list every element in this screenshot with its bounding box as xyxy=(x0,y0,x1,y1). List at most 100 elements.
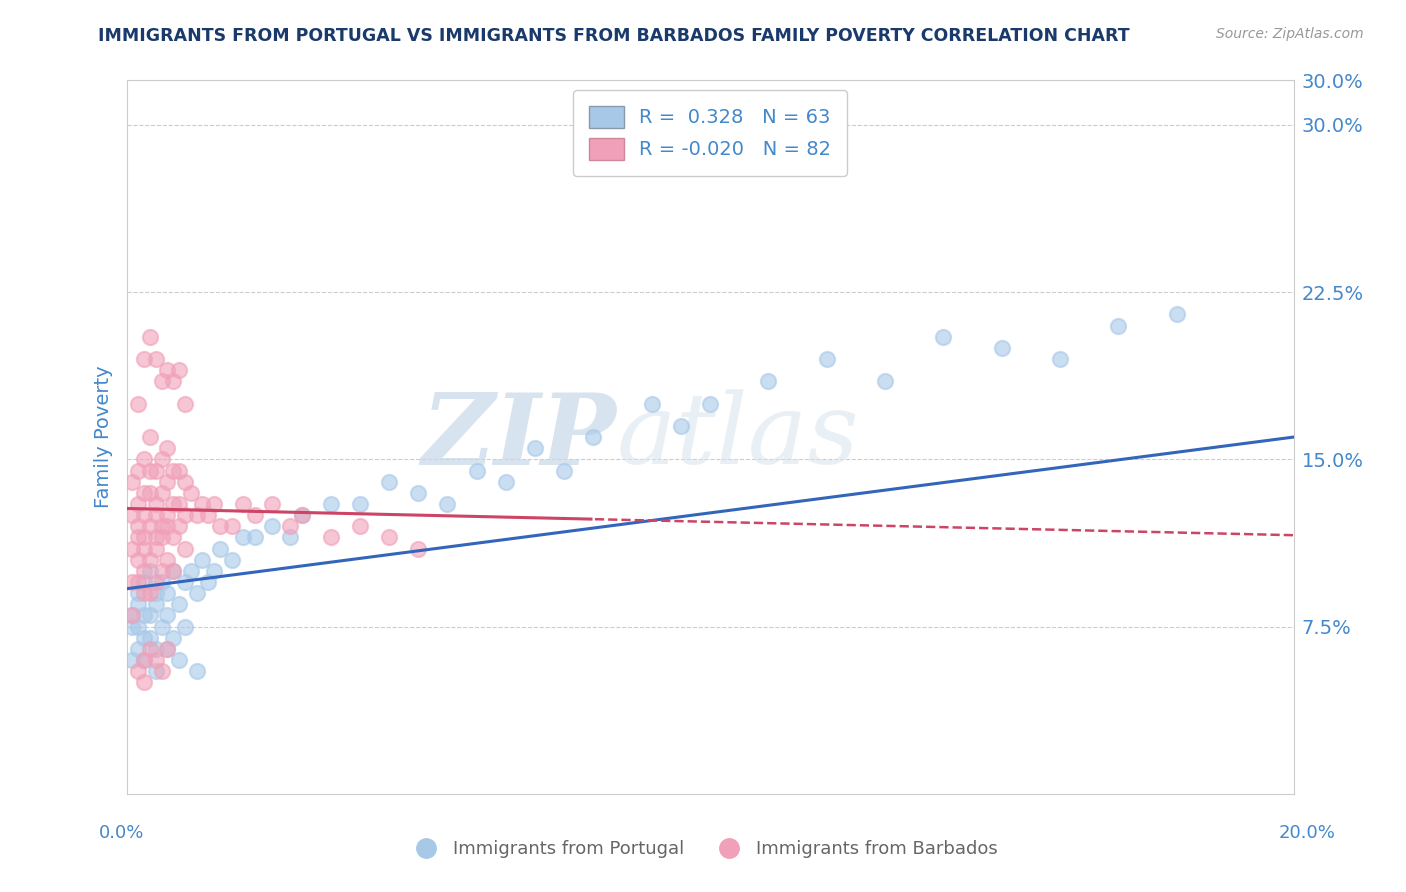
Point xyxy=(221,519,243,533)
Text: 20.0%: 20.0% xyxy=(1279,824,1336,842)
Legend: Immigrants from Portugal, Immigrants from Barbados: Immigrants from Portugal, Immigrants fro… xyxy=(401,833,1005,865)
Point xyxy=(150,619,173,633)
Point xyxy=(156,442,179,455)
Point xyxy=(145,586,167,600)
Point xyxy=(232,530,254,544)
Point xyxy=(156,475,179,489)
Point xyxy=(156,586,179,600)
Point xyxy=(162,464,184,478)
Point xyxy=(640,396,664,410)
Point xyxy=(145,598,167,612)
Point xyxy=(262,497,284,511)
Text: 0.0%: 0.0% xyxy=(98,824,143,842)
Point xyxy=(815,351,838,366)
Point xyxy=(290,508,312,523)
Point xyxy=(197,575,219,590)
Point xyxy=(378,475,401,489)
Point xyxy=(243,508,266,523)
Point xyxy=(132,675,155,690)
Point xyxy=(145,653,167,667)
Point xyxy=(121,541,143,556)
Point xyxy=(132,508,155,523)
Point xyxy=(132,541,155,556)
Point xyxy=(162,631,184,645)
Point xyxy=(162,497,184,511)
Point xyxy=(174,541,197,556)
Point xyxy=(132,608,155,623)
Point xyxy=(156,363,179,377)
Point xyxy=(174,619,197,633)
Point xyxy=(191,552,214,567)
Point xyxy=(436,497,458,511)
Point xyxy=(167,464,190,478)
Legend: R =  0.328   N = 63, R = -0.020   N = 82: R = 0.328 N = 63, R = -0.020 N = 82 xyxy=(574,90,846,176)
Point xyxy=(167,497,190,511)
Point xyxy=(150,519,173,533)
Point xyxy=(1049,351,1071,366)
Point xyxy=(150,564,173,578)
Point xyxy=(319,497,342,511)
Point xyxy=(127,575,149,590)
Point xyxy=(150,664,173,679)
Point xyxy=(139,430,162,444)
Point xyxy=(186,586,208,600)
Point xyxy=(121,575,143,590)
Point xyxy=(262,519,284,533)
Point xyxy=(290,508,312,523)
Point xyxy=(132,653,155,667)
Text: ZIP: ZIP xyxy=(422,389,617,485)
Point xyxy=(524,442,547,455)
Point xyxy=(167,363,190,377)
Point xyxy=(150,575,173,590)
Point xyxy=(319,530,342,544)
Point xyxy=(156,608,179,623)
Point xyxy=(156,642,179,657)
Point xyxy=(139,464,162,478)
Point xyxy=(174,508,197,523)
Point xyxy=(167,598,190,612)
Point xyxy=(139,330,162,344)
Point xyxy=(127,396,149,410)
Point xyxy=(232,497,254,511)
Point xyxy=(139,642,162,657)
Point xyxy=(162,530,184,544)
Point xyxy=(145,530,167,544)
Point xyxy=(156,642,179,657)
Point xyxy=(139,552,162,567)
Point xyxy=(875,375,897,389)
Point xyxy=(127,497,149,511)
Point xyxy=(180,485,202,500)
Point xyxy=(139,586,162,600)
Point xyxy=(139,519,162,533)
Point xyxy=(127,598,149,612)
Point xyxy=(145,541,167,556)
Point xyxy=(932,330,955,344)
Point xyxy=(145,508,167,523)
Point xyxy=(139,608,162,623)
Point xyxy=(139,564,162,578)
Point xyxy=(186,508,208,523)
Point xyxy=(180,564,202,578)
Point xyxy=(756,375,779,389)
Point xyxy=(378,530,401,544)
Point xyxy=(150,375,173,389)
Point xyxy=(349,497,371,511)
Point xyxy=(121,608,143,623)
Point xyxy=(408,485,430,500)
Point xyxy=(132,586,155,600)
Point xyxy=(243,530,266,544)
Point xyxy=(145,575,167,590)
Point xyxy=(127,619,149,633)
Point xyxy=(162,564,184,578)
Point xyxy=(197,508,219,523)
Point xyxy=(278,519,301,533)
Point xyxy=(121,653,143,667)
Text: atlas: atlas xyxy=(617,390,859,484)
Point xyxy=(669,418,692,433)
Point xyxy=(553,464,575,478)
Point xyxy=(221,552,243,567)
Point xyxy=(349,519,371,533)
Point xyxy=(156,508,179,523)
Point xyxy=(121,475,143,489)
Point xyxy=(145,351,167,366)
